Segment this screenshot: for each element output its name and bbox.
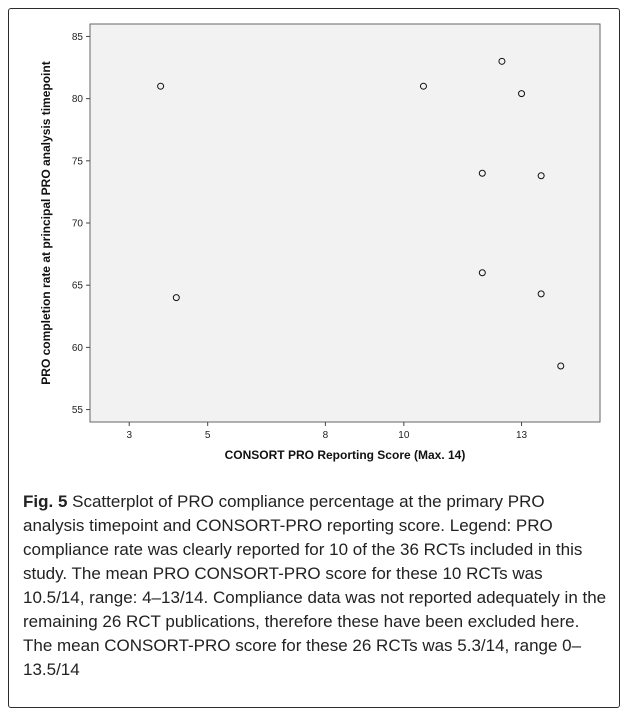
y-tick-label: 85: [72, 32, 84, 43]
y-tick-label: 65: [72, 281, 84, 292]
scatter-point: [157, 82, 165, 90]
y-tick-label: 70: [72, 219, 84, 230]
plot-area: [89, 23, 601, 423]
x-tick-label: 13: [516, 430, 528, 441]
x-axis: 3 5 8 10 13: [126, 422, 528, 441]
scatter-point: [518, 90, 526, 98]
scatter-point: [172, 294, 180, 302]
x-tick-label: 8: [323, 430, 329, 441]
scatter-point: [557, 362, 565, 370]
scatter-point: [478, 269, 486, 277]
scatter-point: [478, 169, 486, 177]
y-tick-label: 60: [72, 343, 84, 354]
scatter-point: [498, 57, 506, 65]
figure-label: Fig. 5: [23, 492, 68, 511]
scatter-point: [537, 290, 545, 298]
y-axis: 55 60 65 70 75 80 85: [72, 32, 90, 416]
figure-caption: Fig. 5 Scatterplot of PRO compliance per…: [23, 490, 608, 682]
data-points: [157, 57, 565, 370]
scatter-point: [419, 82, 427, 90]
y-tick-label: 75: [72, 156, 84, 167]
scatter-point: [537, 172, 545, 180]
y-tick-label: 80: [72, 94, 84, 105]
scatter-chart: 55 60 65 70 75 80 85 3 5 8 10 13 CONSORT PRO Repor…: [39, 23, 601, 462]
y-axis-title: PRO completion rate at principal PRO ana…: [39, 61, 53, 384]
caption-text: Scatterplot of PRO compliance percentage…: [23, 492, 607, 679]
x-tick-label: 10: [398, 430, 410, 441]
x-axis-title: CONSORT PRO Reporting Score (Max. 14): [225, 448, 466, 462]
x-tick-label: 3: [126, 430, 132, 441]
x-tick-label: 5: [205, 430, 211, 441]
y-tick-label: 55: [72, 405, 84, 416]
